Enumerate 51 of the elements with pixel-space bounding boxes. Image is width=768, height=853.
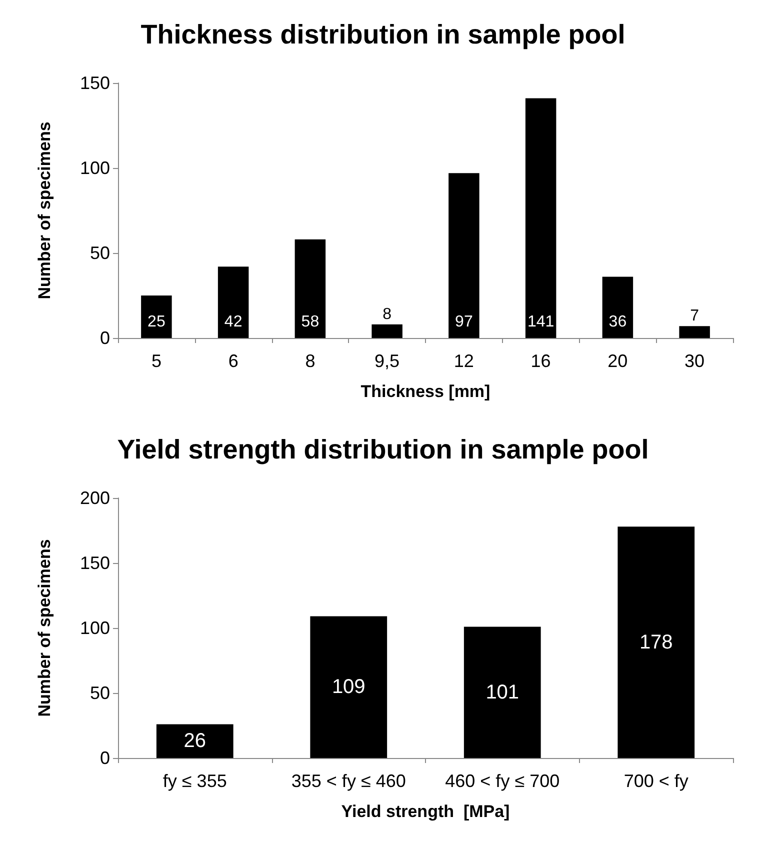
data-label: 178 (639, 631, 673, 654)
y-tick-label: 0 (100, 748, 110, 768)
y-tick-label: 50 (90, 243, 110, 263)
x-tick-label: 460 < fy ≤ 700 (445, 771, 560, 791)
x-tick-label: 355 < fy ≤ 460 (291, 771, 406, 791)
x-axis-title: Thickness [mm] (360, 382, 490, 401)
data-label: 8 (382, 306, 392, 323)
x-tick-label: 8 (305, 351, 316, 371)
x-tick-label: 9,5 (374, 351, 400, 371)
bar (141, 296, 172, 338)
data-label: 141 (527, 314, 554, 330)
bar (679, 326, 710, 338)
y-tick-label: 200 (80, 488, 110, 508)
data-label: 109 (332, 676, 366, 698)
bar (602, 276, 634, 338)
data-label: 7 (690, 308, 700, 325)
y-axis-title: Number of specimens (35, 539, 54, 717)
bar (464, 626, 541, 758)
data-label: 25 (148, 314, 166, 330)
y-tick-label: 50 (90, 683, 110, 703)
chart-title: Yield strength distribution in sample pool (117, 434, 649, 464)
bar (618, 526, 695, 758)
y-tick-label: 0 (100, 328, 110, 348)
y-tick-label: 100 (80, 618, 110, 638)
data-label: 58 (301, 314, 320, 330)
y-tick-label: 150 (80, 73, 110, 93)
data-label: 26 (184, 730, 206, 752)
x-tick-label: 20 (608, 351, 628, 371)
data-label: 42 (224, 314, 242, 330)
bar (448, 173, 480, 338)
x-tick-label: 30 (684, 351, 705, 371)
chart-title: Thickness distribution in sample pool (140, 20, 626, 50)
y-axis-title: Number of specimens (35, 122, 54, 300)
x-tick-label: 16 (530, 351, 551, 371)
x-tick-label: 700 < fy (624, 771, 688, 791)
y-tick-label: 150 (80, 553, 110, 573)
x-axis-title: Yield strength [MPa] (341, 802, 510, 821)
data-label: 101 (486, 681, 520, 704)
x-tick-label: 6 (228, 351, 238, 371)
bar (294, 239, 326, 338)
data-label: 97 (455, 314, 473, 330)
data-label: 36 (608, 314, 627, 330)
x-tick-label: 5 (151, 351, 162, 371)
bar (310, 616, 388, 758)
bar (156, 724, 234, 758)
y-tick-label: 100 (80, 158, 110, 178)
x-tick-label: 12 (454, 351, 474, 371)
x-tick-label: fy ≤ 355 (162, 771, 227, 791)
bar (218, 266, 249, 338)
bar (372, 324, 402, 338)
bar (525, 98, 556, 338)
